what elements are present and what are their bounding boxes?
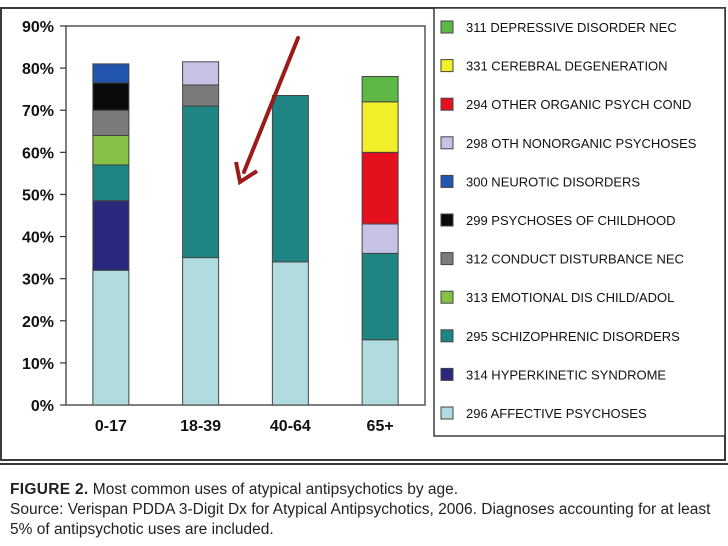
legend-swatch bbox=[440, 252, 454, 266]
legend-label: 295 SCHIZOPHRENIC DISORDERS bbox=[466, 329, 680, 344]
legend-label: 299 PSYCHOSES OF CHILDHOOD bbox=[466, 213, 676, 228]
y-tick-label: 50% bbox=[22, 187, 54, 204]
y-tick-label: 0% bbox=[31, 398, 54, 415]
bar-segment bbox=[92, 82, 130, 111]
legend-label: 314 HYPERKINETIC SYNDROME bbox=[466, 367, 666, 382]
legend-label: 331 CEREBRAL DEGENERATION bbox=[466, 59, 668, 74]
legend-label: 311 DEPRESSIVE DISORDER NEC bbox=[466, 20, 677, 35]
bar-segment bbox=[361, 151, 399, 225]
x-tick-label: 0-17 bbox=[95, 418, 127, 435]
legend-box bbox=[433, 7, 726, 437]
stacked-bar-chart: 0% 10% 20% 30% 40% 50% 60% 70% 80% 90% 0-17 18-39 40… bbox=[0, 7, 726, 461]
bar-segment bbox=[361, 339, 399, 406]
legend-label: 312 CONDUCT DISTURBANCE NEC bbox=[466, 252, 684, 267]
figure-source: Source: Verispan PDDA 3-Digit Dx for Aty… bbox=[10, 501, 711, 538]
legend-swatch bbox=[440, 20, 454, 34]
y-tick-label: 80% bbox=[22, 61, 54, 78]
y-tick-label: 30% bbox=[22, 272, 54, 289]
legend-swatch bbox=[440, 136, 454, 150]
bar-segment bbox=[92, 200, 130, 271]
x-tick-label: 18-39 bbox=[180, 418, 221, 435]
annotation-arrow bbox=[242, 36, 300, 174]
legend-label: 313 EMOTIONAL DIS CHILD/ADOL bbox=[466, 290, 674, 305]
y-tick-label: 90% bbox=[22, 19, 54, 36]
legend-swatch bbox=[440, 97, 454, 111]
caption-separator bbox=[0, 463, 728, 465]
legend-swatch bbox=[440, 406, 454, 420]
y-tick-label: 10% bbox=[22, 356, 54, 373]
bar-segment bbox=[361, 76, 399, 103]
bar-segment bbox=[182, 84, 220, 107]
legend-swatch bbox=[440, 290, 454, 304]
bar-segment bbox=[182, 105, 220, 259]
bar-segment bbox=[271, 261, 309, 406]
bar-segment bbox=[92, 63, 130, 84]
bar-segment bbox=[361, 101, 399, 153]
legend-label: 294 OTHER ORGANIC PSYCH COND bbox=[466, 97, 691, 112]
legend-label: 296 AFFECTIVE PSYCHOSES bbox=[466, 406, 647, 421]
legend-swatch bbox=[440, 367, 454, 381]
legend-label: 298 OTH NONORGANIC PSYCHOSES bbox=[466, 136, 697, 151]
legend-swatch bbox=[440, 59, 454, 73]
legend-swatch bbox=[440, 329, 454, 343]
y-tick-label: 60% bbox=[22, 145, 54, 162]
bar-segment bbox=[361, 223, 399, 254]
bar-segment bbox=[361, 252, 399, 341]
figure-label: FIGURE 2. bbox=[10, 481, 89, 498]
legend-swatch bbox=[440, 213, 454, 227]
figure-title: Most common uses of atypical antipsychot… bbox=[88, 481, 459, 498]
bar-segment bbox=[92, 109, 130, 136]
x-tick-label: 65+ bbox=[367, 418, 394, 435]
y-tick-label: 40% bbox=[22, 230, 54, 247]
bar-segment bbox=[182, 61, 220, 86]
x-tick-label: 40-64 bbox=[270, 418, 311, 435]
bar-segment bbox=[92, 134, 130, 166]
bar-segment bbox=[182, 257, 220, 406]
legend-label: 300 NEUROTIC DISORDERS bbox=[466, 174, 640, 189]
bar-segment bbox=[92, 164, 130, 202]
figure-caption: FIGURE 2. Most common uses of atypical a… bbox=[10, 480, 722, 540]
bar-segment bbox=[271, 94, 309, 263]
bar-segment bbox=[92, 269, 130, 406]
legend-swatch bbox=[440, 174, 454, 188]
annotation-arrowhead bbox=[234, 161, 259, 186]
y-tick-label: 20% bbox=[22, 314, 54, 331]
y-tick-label: 70% bbox=[22, 103, 54, 120]
